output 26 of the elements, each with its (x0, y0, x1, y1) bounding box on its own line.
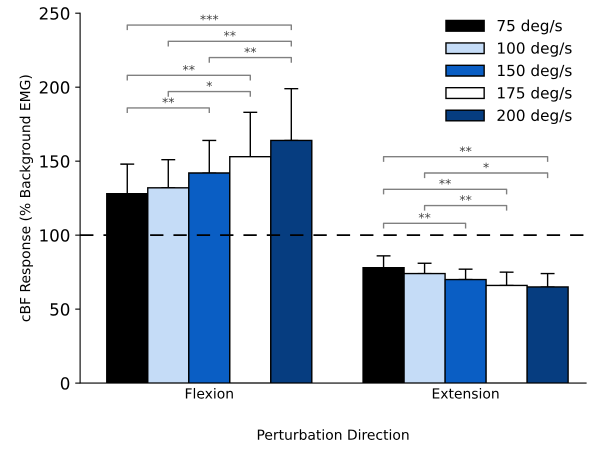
legend-label: 150 deg/s (498, 64, 572, 80)
x-tick-label: Extension (432, 388, 499, 399)
annotation: ** (224, 30, 236, 37)
x-tick-label: Flexion (186, 388, 233, 399)
y-tick-label: 0 (60, 377, 70, 390)
annotation: *** (200, 14, 218, 20)
y-axis-title: cBF Response (% Background EMG) (20, 75, 34, 322)
annotation: ** (182, 64, 195, 71)
y-tick-label: 50 (50, 303, 70, 316)
annotation: ** (244, 47, 256, 53)
y-tick-label: 250 (40, 7, 70, 20)
annotation: ** (439, 178, 451, 185)
annotation: * (206, 81, 212, 87)
y-tick-label: 150 (40, 155, 70, 168)
legend-label: 75 deg/s (498, 20, 562, 34)
annotation: ** (460, 195, 472, 201)
y-tick-label: 100 (40, 229, 70, 242)
annotation: ** (418, 212, 430, 219)
legend-label: 175 deg/s (498, 86, 572, 102)
y-tick-label: 200 (40, 81, 70, 94)
x-axis-title: Perturbation Direction (258, 429, 408, 440)
legend-label: 200 deg/s (498, 109, 572, 124)
legend-label: 100 deg/s (498, 42, 572, 57)
annotation: * (483, 162, 489, 168)
annotation: ** (162, 97, 174, 104)
annotation: ** (460, 146, 472, 152)
